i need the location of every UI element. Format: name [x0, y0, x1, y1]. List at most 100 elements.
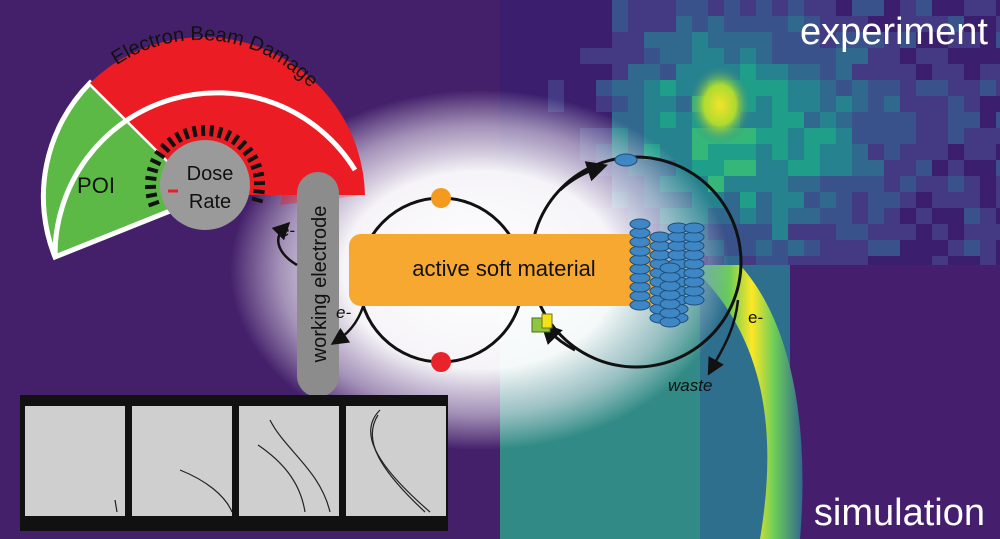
experiment-pixel	[724, 16, 740, 32]
electron-arrow-left	[271, 221, 298, 267]
experiment-pixel	[708, 144, 724, 160]
experiment-pixel	[852, 208, 868, 224]
experiment-pixel	[948, 240, 964, 256]
experiment-pixel	[868, 16, 884, 32]
experiment-pixel	[772, 0, 788, 16]
experiment-pixel	[676, 32, 692, 48]
experiment-pixel	[708, 16, 724, 32]
experiment-pixel	[820, 240, 836, 256]
experiment-pixel	[724, 0, 740, 16]
experiment-pixel	[804, 80, 820, 96]
experiment-pixel	[916, 80, 932, 96]
experiment-pixel	[644, 96, 660, 112]
fiber-disk	[659, 262, 681, 274]
experiment-pixel	[900, 0, 916, 16]
experiment-pixel	[980, 112, 996, 128]
waste-label: waste	[668, 376, 712, 395]
experiment-pixel	[980, 32, 996, 48]
experiment-pixel	[788, 224, 804, 240]
experiment-pixel	[564, 0, 580, 16]
experiment-pixel	[852, 32, 868, 48]
experiment-pixel	[788, 0, 804, 16]
experiment-pixel	[884, 160, 900, 176]
experiment-pixel	[804, 192, 820, 208]
experiment-pixel	[804, 96, 820, 112]
experiment-pixel	[756, 48, 772, 64]
experiment-pixel	[804, 208, 820, 224]
experiment-pixel	[628, 48, 644, 64]
experiment-pixel	[628, 0, 644, 16]
experiment-pixel	[740, 32, 756, 48]
experiment-pixel	[804, 128, 820, 144]
experiment-pixel	[852, 224, 868, 240]
experiment-pixel	[932, 128, 948, 144]
experiment-pixel	[548, 64, 564, 80]
experiment-pixel	[836, 80, 852, 96]
experiment-pixel	[708, 48, 724, 64]
dose-tick	[246, 154, 259, 163]
experiment-pixel	[964, 32, 980, 48]
experiment-pixel	[996, 128, 1000, 144]
experiment-pixel	[788, 16, 804, 32]
experiment-pixel	[836, 160, 852, 176]
experiment-pixel	[884, 32, 900, 48]
experiment-pixel	[772, 192, 788, 208]
experiment-pixel	[980, 64, 996, 80]
experiment-pixel	[788, 112, 804, 128]
rate-label: Rate	[189, 191, 231, 213]
experiment-pixel	[564, 64, 580, 80]
experiment-pixel	[676, 96, 692, 112]
experiment-pixel	[516, 64, 532, 80]
experiment-pixel	[916, 16, 932, 32]
experiment-pixel	[676, 112, 692, 128]
experiment-pixel	[836, 48, 852, 64]
experiment-pixel	[772, 96, 788, 112]
experiment-pixel	[708, 160, 724, 176]
experiment-pixel	[532, 48, 548, 64]
experiment-pixel	[820, 48, 836, 64]
filament-curve	[371, 414, 426, 513]
experiment-hotspot	[688, 65, 752, 145]
experiment-pixel	[836, 16, 852, 32]
dose-tick	[145, 192, 158, 199]
dose-tick	[230, 134, 241, 146]
filament-curve	[114, 499, 118, 513]
experiment-pixel	[820, 208, 836, 224]
experiment-panel	[500, 0, 1000, 270]
experiment-pixel	[692, 160, 708, 176]
experiment-pixel	[996, 144, 1000, 160]
waste-blocks	[531, 313, 553, 333]
dose-rate-hub	[160, 140, 250, 230]
experiment-pixel	[660, 32, 676, 48]
experiment-pixel	[660, 96, 676, 112]
experiment-pixel	[868, 240, 884, 256]
experiment-pixel	[948, 144, 964, 160]
experiment-pixel	[884, 80, 900, 96]
experiment-pixel	[772, 32, 788, 48]
experiment-pixel	[772, 112, 788, 128]
experiment-pixel	[948, 176, 964, 192]
experiment-pixel	[740, 160, 756, 176]
experiment-pixel	[996, 0, 1000, 16]
experiment-pixel	[644, 48, 660, 64]
experiment-pixel	[804, 32, 820, 48]
experiment-pixel	[580, 0, 596, 16]
experiment-pixel	[836, 192, 852, 208]
experiment-pixel	[756, 128, 772, 144]
experiment-pixel	[964, 112, 980, 128]
experiment-pixel	[820, 144, 836, 160]
experiment-pixel	[868, 64, 884, 80]
experiment-pixel	[980, 80, 996, 96]
experiment-pixel	[660, 112, 676, 128]
experiment-pixel	[932, 160, 948, 176]
experiment-pixel	[644, 16, 660, 32]
experiment-pixel	[900, 96, 916, 112]
experiment-pixel	[868, 176, 884, 192]
experiment-pixel	[836, 224, 852, 240]
experiment-pixel	[596, 64, 612, 80]
experiment-pixel	[852, 240, 868, 256]
experiment-pixel	[996, 160, 1000, 176]
experiment-pixel	[964, 224, 980, 240]
experiment-pixel	[916, 176, 932, 192]
